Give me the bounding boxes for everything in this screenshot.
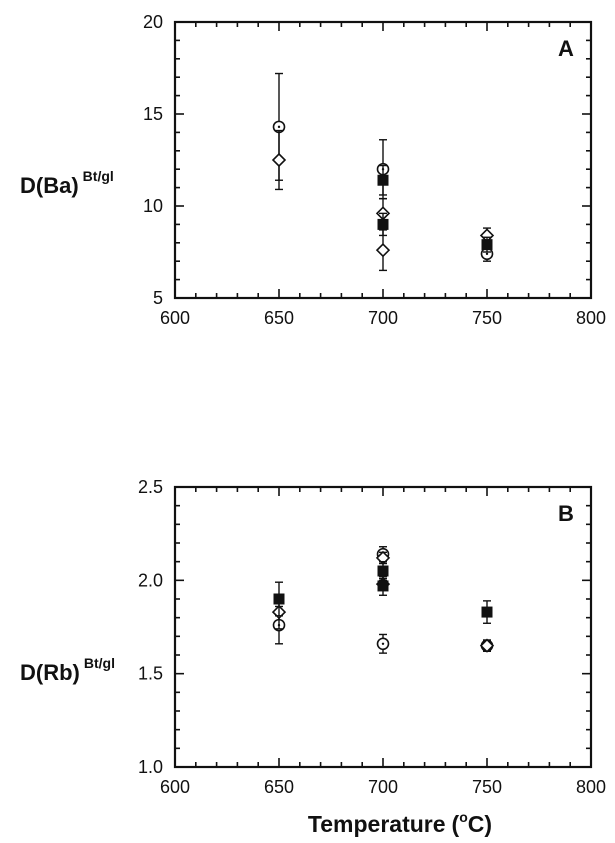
panel-a-square-point	[377, 218, 389, 230]
panel-b-y-tick-label: 2.5	[138, 477, 163, 497]
panel-b-square-point	[273, 593, 285, 605]
panel-b-marks	[271, 546, 495, 654]
panel-a-y-tick-label: 15	[143, 104, 163, 124]
panel-b-xlabel-unit-degree: o	[459, 809, 468, 825]
panel-a-square-point	[481, 239, 493, 251]
panel-a-x-tick-label: 700	[368, 308, 398, 328]
panel-a-ticks	[174, 21, 592, 299]
panel-a-y-tick-label: 20	[143, 12, 163, 32]
panel-b-ticks	[174, 486, 592, 768]
panel-b-diamond-point	[479, 638, 495, 653]
panel-a-circle-center	[485, 252, 489, 256]
panel-b-tick-labels: 600 650 700 750 800 1.0 1.5 2.0 2.5	[138, 477, 606, 797]
panel-a-square-point	[377, 174, 389, 186]
panel-b-square-point	[377, 580, 389, 592]
panel-a-circle-center	[277, 125, 281, 129]
panel-b-x-tick-label: 800	[576, 777, 606, 797]
panel-a-ylabel-main: D(Ba)	[20, 173, 79, 198]
panel-b-x-tick-label: 700	[368, 777, 398, 797]
panel-b-xlabel-unit-close: C)	[468, 811, 492, 837]
panel-a-x-tick-label: 650	[264, 308, 294, 328]
panel-b-xlabel-main: Temperature	[308, 811, 446, 837]
panel-a-y-tick-label: 10	[143, 196, 163, 216]
panel-b-circle-center	[381, 642, 385, 645]
panel-b-square-point	[377, 565, 389, 577]
panel-b-ylabel-superscript: Bt/gl	[84, 655, 115, 671]
panel-b-y-tick-label: 1.0	[138, 757, 163, 777]
panel-b-x-tick-label: 600	[160, 777, 190, 797]
panel-a-x-tick-label: 600	[160, 308, 190, 328]
panel-b-plot-frame	[173, 485, 593, 769]
panel-b-ylabel-main: D(Rb)	[20, 660, 80, 685]
panel-a-y-tick-label: 5	[153, 288, 163, 308]
panel-b-y-tick-label: 2.0	[138, 570, 163, 590]
panel-a: 600 650 700 750 800 5 10 15 20 A D(Ba) Bt/gl	[20, 12, 606, 328]
panel-b-ylabel: D(Rb) Bt/gl	[20, 655, 115, 685]
panel-a-ylabel: D(Ba) Bt/gl	[20, 168, 114, 198]
panel-a-x-tick-label: 800	[576, 308, 606, 328]
panel-b-xlabel: Temperature (oC)	[308, 809, 492, 837]
panel-a-letter: A	[558, 36, 574, 61]
panel-b-x-tick-label: 750	[472, 777, 502, 797]
panel-b-y-tick-label: 1.5	[138, 664, 163, 684]
panel-a-tick-labels: 600 650 700 750 800 5 10 15 20	[143, 12, 606, 328]
panel-a-diamond-point	[271, 152, 287, 168]
panel-b: 600 650 700 750 800 1.0 1.5 2.0 2.5 B D(Rb) Bt/gl…	[20, 477, 606, 837]
panel-a-diamond-point	[375, 243, 391, 258]
panel-b-letter: B	[558, 501, 574, 526]
panel-a-ylabel-superscript: Bt/gl	[83, 168, 114, 184]
panel-b-square-point	[481, 606, 493, 618]
panel-b-x-tick-label: 650	[264, 777, 294, 797]
panel-b-xlabel-unit-open: (	[452, 811, 460, 837]
panel-a-x-tick-label: 750	[472, 308, 502, 328]
panel-a-marks	[271, 72, 495, 272]
